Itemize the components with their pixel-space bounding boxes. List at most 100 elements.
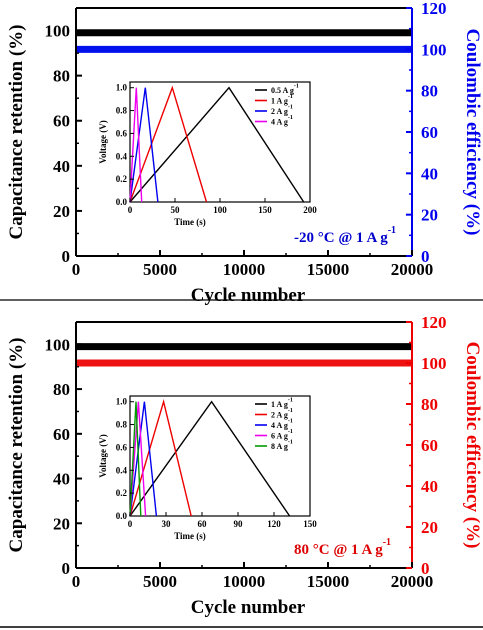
- y-right-tick-label: 120: [421, 313, 447, 332]
- inset-legend-label-sup: -1: [288, 115, 293, 121]
- inset-x-tick-label: 0: [128, 519, 133, 529]
- inset-legend-label-sup: -1: [288, 440, 293, 446]
- inset-curve: [129, 86, 305, 203]
- inset-legend-label-sup: -1: [288, 398, 293, 404]
- inset-curve: [129, 401, 158, 517]
- y-right-axis-title: Coulombic efficiency (%): [462, 29, 483, 236]
- inset-legend-label: 8 A g-1: [271, 440, 293, 451]
- inset-curve: [129, 401, 142, 517]
- y-left-tick-label: 20: [53, 202, 70, 221]
- inset-legend-label-sup: -1: [288, 105, 293, 111]
- inset-y-tick-label: 0.6: [116, 128, 128, 138]
- inset-curve: [129, 85, 208, 203]
- inset-y-tick-label: 0.0: [116, 197, 128, 207]
- x-tick-label: 5000: [143, 572, 177, 591]
- inset-x-axis-title: Time (s): [174, 531, 206, 541]
- y-right-axis-title: Coulombic efficiency (%): [462, 342, 483, 549]
- x-tick-label: 0: [72, 260, 81, 279]
- inset-y-tick-label: 0.8: [116, 106, 128, 116]
- x-axis-title: Cycle number: [191, 285, 306, 306]
- inset-legend-label-sup: -1: [288, 408, 293, 414]
- inset-x-tick-label: 120: [267, 519, 281, 529]
- inset-legend-label: 2 A g-1: [271, 105, 293, 116]
- y-left-tick-label: 40: [53, 157, 70, 176]
- y-right-tick-label: 80: [421, 395, 438, 414]
- inset-y-tick-label: 1.0: [116, 83, 128, 93]
- inset-legend-label-text: 1 A g: [271, 97, 288, 106]
- y-right-tick-label: 0: [421, 247, 430, 266]
- inset-y-axis-title: Voltage (V): [98, 120, 108, 163]
- y-right-tick-label: 120: [421, 0, 447, 18]
- y-left-tick-label: 0: [62, 559, 71, 578]
- y-left-tick-label: 60: [53, 425, 70, 444]
- panel-top: 0 5000 10000 15000 2000002040608010002040608…: [6, 0, 483, 306]
- y-left-tick-label: 20: [53, 514, 70, 533]
- inset-legend-label-text: 1 A g: [271, 400, 288, 409]
- inset-y-tick-label: 1.0: [116, 397, 128, 407]
- inset-legend-label-sup: -1: [288, 94, 293, 100]
- y-right-tick-label: 20: [421, 206, 438, 225]
- inset-curve: [129, 399, 192, 517]
- inset-x-axis-title: Time (s): [174, 217, 206, 227]
- inset-legend-label-sup: -1: [294, 84, 299, 90]
- x-tick-label: 10000: [223, 572, 266, 591]
- temperature-annotation: 80 °C @ 1 A g-1: [294, 537, 391, 558]
- temperature-annotation: -20 °C @ 1 A g-1: [294, 225, 396, 246]
- inset-legend-label-text: 2 A g: [271, 107, 288, 116]
- y-right-tick-label: 100: [421, 40, 447, 59]
- temperature-annotation-sup: -1: [383, 537, 391, 548]
- y-right-tick-label: 80: [421, 82, 438, 101]
- temperature-annotation-text: 80 °C @ 1 A g: [294, 542, 383, 558]
- y-left-tick-label: 40: [53, 470, 70, 489]
- inset-y-tick-label: 0.0: [116, 511, 128, 521]
- x-tick-label: 15000: [307, 260, 350, 279]
- inset-x-tick-label: 90: [234, 519, 244, 529]
- y-left-tick-label: 80: [53, 380, 70, 399]
- inset-curve: [129, 400, 291, 517]
- inset-legend-label-text: 4 A g: [271, 421, 288, 430]
- inset-legend-label: 6 A g-1: [271, 429, 293, 440]
- inset-legend-label-sup: -1: [288, 429, 293, 435]
- inset-legend-label: 2 A g-1: [271, 408, 293, 419]
- y-right-tick-label: 20: [421, 518, 438, 537]
- x-tick-label: 0: [72, 572, 81, 591]
- inset-y-axis-title: Voltage (V): [98, 434, 108, 477]
- inset-x-tick-label: 50: [171, 205, 181, 215]
- x-tick-label: 15000: [307, 572, 350, 591]
- inset-legend-label-text: 4 A g: [271, 118, 288, 127]
- inset-x-tick-label: 200: [303, 205, 317, 215]
- inset-legend-label-sup: -1: [288, 419, 293, 425]
- y-right-tick-label: 60: [421, 436, 438, 455]
- temperature-annotation-sup: -1: [388, 225, 396, 236]
- x-axis-title: Cycle number: [191, 597, 306, 618]
- y-left-tick-label: 60: [53, 112, 70, 131]
- y-right-tick-label: 60: [421, 123, 438, 142]
- x-tick-label: 5000: [143, 260, 177, 279]
- inset-y-tick-label: 0.2: [116, 488, 128, 498]
- y-left-tick-label: 100: [45, 335, 71, 354]
- inset-x-tick-label: 0: [128, 205, 133, 215]
- inset-x-tick-label: 60: [198, 519, 208, 529]
- y-right-tick-label: 40: [421, 477, 438, 496]
- y-right-tick-label: 40: [421, 164, 438, 183]
- y-left-tick-label: 0: [62, 247, 71, 266]
- y-right-tick-label: 0: [421, 559, 430, 578]
- y-left-tick-label: 80: [53, 67, 70, 86]
- inset-x-tick-label: 150: [258, 205, 272, 215]
- y-left-axis-title: Capacitance retention (%): [6, 25, 27, 240]
- inset-legend-label: 0.5 A g-1: [271, 84, 299, 95]
- inset-curve: [129, 87, 159, 203]
- inset-legend-label: 1 A g-1: [271, 94, 293, 105]
- inset-legend-label-text: 2 A g: [271, 411, 288, 420]
- inset-x-tick-label: 30: [162, 519, 172, 529]
- inset-y-tick-label: 0.8: [116, 420, 128, 430]
- panel-bottom: 0 5000 10000 15000 2000002040608010002040608…: [6, 313, 483, 618]
- inset-legend-label-text: 0.5 A g: [271, 86, 294, 95]
- inset-bottom: 0 30 60 90 120 150 0.0 0.2 0.4 0.6 0.8 1.0 Time (s) V…: [98, 395, 317, 541]
- inset-frame: [129, 81, 311, 203]
- y-left-tick-label: 100: [45, 22, 71, 41]
- inset-y-tick-label: 0.4: [116, 151, 128, 161]
- inset-y-tick-label: 0.2: [116, 174, 128, 184]
- x-tick-label: 20000: [391, 572, 434, 591]
